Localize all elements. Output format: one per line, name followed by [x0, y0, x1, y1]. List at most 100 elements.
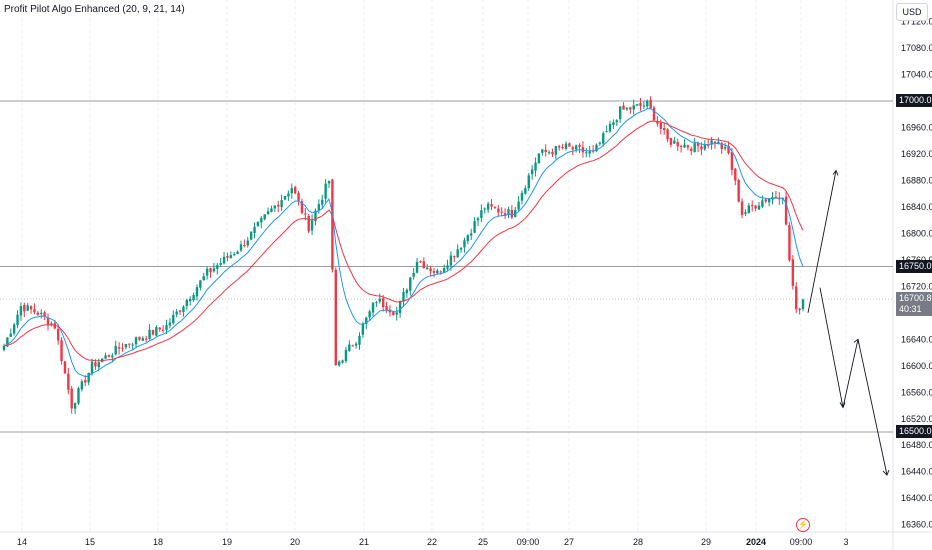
candle-body [216, 265, 219, 269]
candle-body [189, 298, 192, 302]
candle-body [63, 361, 67, 374]
candle-body [693, 143, 696, 153]
candle-body [337, 361, 341, 366]
candle-body [646, 100, 649, 107]
x-tick-label: 14 [17, 537, 27, 547]
candle-body [798, 308, 801, 310]
candle-body [764, 199, 767, 202]
candle-body [256, 221, 260, 227]
projection-arrowhead [853, 338, 860, 345]
candle-body [209, 268, 212, 273]
candle-body [36, 312, 40, 315]
candle-body [720, 143, 723, 150]
candle-body [141, 338, 145, 341]
candle-body [635, 104, 639, 106]
candle-body [381, 298, 385, 308]
candle-body [307, 215, 310, 232]
candle-body [541, 149, 544, 153]
y-tick-label: 16360.0 [901, 520, 932, 530]
x-tick-label: 21 [359, 537, 369, 547]
candle-body [53, 323, 56, 329]
candle-body [574, 145, 578, 150]
x-tick-label: 29 [701, 537, 711, 547]
candle-body [527, 175, 530, 189]
candle-body [290, 188, 293, 194]
y-tick-label: 16640.0 [901, 334, 932, 344]
candle-body [246, 240, 249, 246]
candle-body [666, 129, 669, 140]
candle-body [436, 270, 439, 274]
candle-body [595, 144, 598, 152]
candle-body [432, 271, 436, 273]
candle-body [734, 168, 737, 181]
candle-body [114, 345, 117, 355]
candle-body [158, 327, 161, 330]
x-tick-label: 09:00 [517, 537, 540, 547]
projection-arrowhead [839, 402, 846, 409]
candle-body [70, 388, 73, 409]
candle-body [67, 373, 70, 390]
y-tick-label: 16880.0 [901, 175, 932, 185]
lightning-icon[interactable]: ⚡ [796, 518, 810, 532]
candle-body [385, 306, 388, 311]
candle-body [321, 199, 324, 205]
candle-body [480, 210, 483, 219]
candle-body [199, 280, 202, 288]
projection-arrowhead [882, 469, 890, 476]
candle-body [703, 145, 707, 150]
candle-body [639, 103, 642, 106]
candle-body [202, 276, 205, 281]
candle-body [239, 244, 243, 251]
candle-body [56, 328, 60, 341]
candle-body [84, 380, 87, 383]
candle-body [175, 311, 178, 315]
candle-body [737, 180, 740, 202]
candle-body [554, 146, 558, 155]
y-tick-label: 17040.0 [901, 70, 932, 80]
candle-body [331, 179, 334, 270]
y-tick-label: 17120.0 [901, 17, 932, 27]
candle-body [446, 265, 449, 269]
candle-body [117, 347, 121, 349]
ema-fast-line [3, 108, 804, 378]
candle-body [415, 261, 419, 273]
candle-body [713, 141, 717, 144]
candle-body [33, 309, 36, 313]
candle-body [679, 145, 683, 147]
candle-body [625, 107, 629, 110]
candle-body [185, 300, 189, 307]
candle-body [564, 143, 568, 149]
candle-body [260, 217, 263, 223]
candle-body [659, 122, 663, 129]
candle-body [507, 209, 510, 216]
candle-body [90, 361, 94, 374]
candle-body [324, 183, 327, 199]
currency-button[interactable]: USD [896, 3, 928, 21]
x-tick-label: 22 [427, 537, 437, 547]
candle-body [327, 180, 331, 184]
y-tick-label: 16440.0 [901, 467, 932, 477]
candle-body [317, 204, 321, 211]
candle-body [530, 169, 534, 175]
candle-body [161, 329, 165, 331]
candle-body [629, 107, 632, 110]
candle-body [398, 300, 402, 314]
candle-body [622, 105, 625, 110]
candle-body [310, 220, 314, 231]
y-tick-label: 16840.0 [901, 202, 932, 212]
candle-body [486, 203, 490, 210]
candle-body [392, 311, 395, 316]
candle-body [233, 254, 236, 256]
candle-body [236, 251, 239, 255]
candle-body [517, 201, 520, 210]
candle-body [612, 122, 615, 125]
x-tick-label: 28 [633, 537, 643, 547]
candle-body [788, 225, 791, 261]
candle-body [439, 271, 442, 273]
candle-body [690, 148, 693, 151]
candle-body [219, 263, 222, 265]
candle-body [212, 268, 216, 272]
candle-body [40, 312, 43, 314]
candle-body [155, 327, 158, 336]
